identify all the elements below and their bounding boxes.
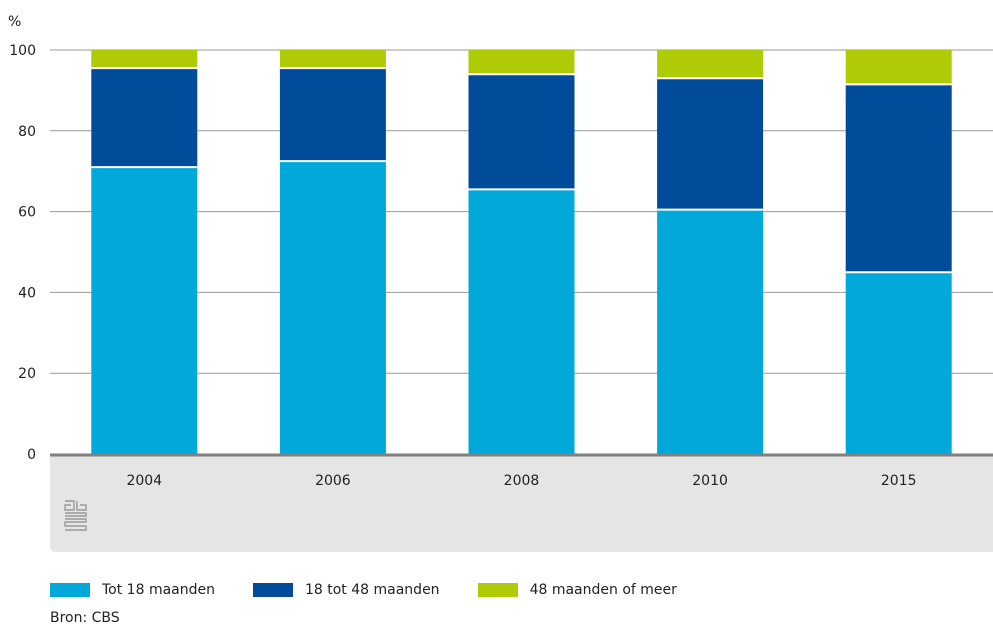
- legend-swatch: [477, 583, 518, 597]
- bar-segment-1: [279, 161, 386, 454]
- x-tick-label: 2004: [126, 473, 162, 489]
- bar-segment-1: [657, 209, 764, 454]
- bar-segment-1: [468, 189, 575, 454]
- x-tick-label: 2008: [504, 473, 540, 489]
- legend: Tot 18 maanden 18 tot 48 maanden 48 maan…: [50, 582, 715, 598]
- legend-label: 48 maanden of meer: [529, 582, 677, 598]
- bar-segment-3: [91, 50, 198, 69]
- bar-segment-2: [845, 84, 952, 273]
- y-tick-label: 100: [9, 43, 36, 59]
- y-tick-label: 80: [18, 124, 36, 140]
- axis-band: [50, 454, 993, 552]
- bar-segment-1: [91, 167, 198, 454]
- legend-swatch: [50, 583, 90, 597]
- legend-item-18-tot-48: 18 tot 48 maanden: [252, 582, 440, 598]
- source-note: Bron: CBS: [50, 610, 120, 626]
- x-tick-label: 2006: [315, 473, 351, 489]
- cbs-logo-icon: [64, 500, 87, 531]
- y-tick-label: 20: [18, 366, 36, 382]
- y-axis-label: %: [8, 14, 21, 30]
- bar-segment-3: [657, 50, 764, 79]
- y-tick-label: 0: [27, 447, 36, 463]
- bar-segment-2: [468, 74, 575, 190]
- bar-segment-2: [279, 68, 386, 162]
- bar-segment-2: [657, 78, 764, 210]
- legend-item-tot-18: Tot 18 maanden: [50, 582, 215, 598]
- bar-segment-3: [468, 50, 575, 75]
- legend-label: 18 tot 48 maanden: [304, 582, 440, 598]
- bar-segment-3: [279, 50, 386, 69]
- x-axis-ticks: 2004 2006 2008 2010 2015: [126, 473, 916, 489]
- bar-segment-3: [845, 50, 952, 85]
- x-tick-label: 2015: [881, 473, 917, 489]
- bars: [91, 50, 952, 454]
- legend-item-48-of-meer: 48 maanden of meer: [477, 582, 677, 598]
- y-tick-label: 60: [18, 205, 36, 221]
- legend-swatch: [252, 583, 293, 597]
- bar-segment-1: [845, 272, 952, 454]
- legend-label: Tot 18 maanden: [102, 582, 215, 598]
- y-tick-label: 40: [18, 285, 36, 301]
- bar-segment-2: [91, 68, 198, 168]
- x-tick-label: 2010: [692, 473, 728, 489]
- y-axis-ticks: 0 20 40 60 80 100: [9, 43, 36, 463]
